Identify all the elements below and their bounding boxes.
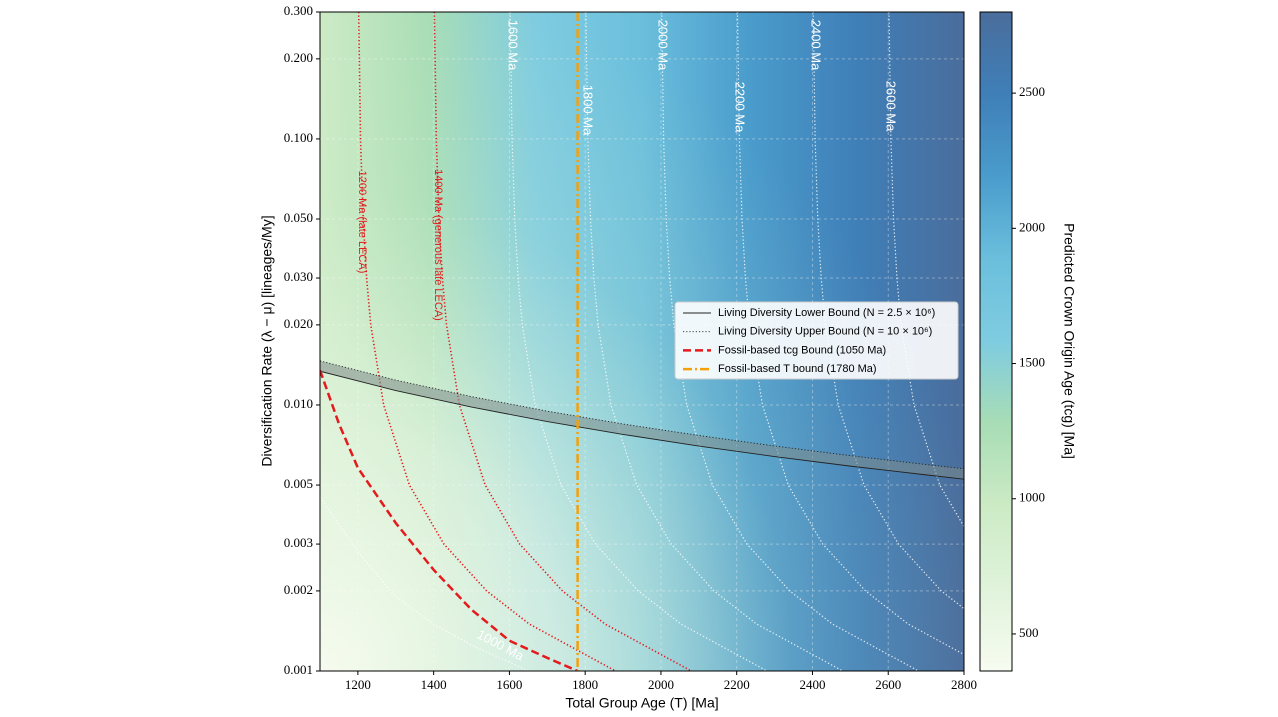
axes-frame bbox=[319, 11, 965, 672]
legend-box bbox=[674, 301, 959, 380]
y-tick-label: 0.005 bbox=[284, 476, 313, 491]
x-tick-label: 1800 bbox=[572, 677, 598, 692]
x-tick-label: 2800 bbox=[951, 677, 977, 692]
legend-label: Fossil-based tcg Bound (1050 Ma) bbox=[718, 344, 886, 356]
contour-label: 2400 Ma bbox=[809, 20, 824, 71]
contour-label: 2000 Ma bbox=[656, 20, 671, 71]
contour-label: 1200 Ma (late LECA) bbox=[356, 171, 368, 274]
y-tick-label: 0.010 bbox=[284, 396, 313, 411]
x-tick-label: 2200 bbox=[724, 677, 750, 692]
x-axis-label: Total Group Age (T) [Ma] bbox=[565, 695, 718, 711]
contour-label: 2600 Ma bbox=[884, 81, 899, 132]
y-tick-label: 0.003 bbox=[284, 535, 313, 550]
x-tick-label: 1200 bbox=[345, 677, 371, 692]
colorbar bbox=[979, 11, 1013, 672]
bound-band bbox=[320, 360, 964, 480]
y-tick-label: 0.001 bbox=[284, 662, 313, 677]
colorbar-tick-label: 2000 bbox=[1019, 219, 1045, 234]
contour-label: 1400 Ma (generous late LECA) bbox=[432, 169, 444, 321]
contour-label: 1800 Ma bbox=[581, 85, 596, 136]
colorbar-tick-label: 2500 bbox=[1019, 84, 1045, 99]
y-tick-label: 0.300 bbox=[284, 3, 313, 18]
x-tick-label: 1400 bbox=[421, 677, 447, 692]
y-tick-label: 0.002 bbox=[284, 582, 313, 597]
y-tick-label: 0.020 bbox=[284, 316, 313, 331]
colorbar-tick-label: 500 bbox=[1019, 625, 1039, 640]
bound-line bbox=[320, 369, 579, 671]
contour-label: 1600 Ma bbox=[506, 20, 521, 71]
y-tick-label: 0.050 bbox=[284, 210, 313, 225]
colorbar-tick-label: 1000 bbox=[1019, 490, 1045, 505]
contour-line bbox=[320, 496, 529, 671]
bound-line bbox=[320, 370, 964, 480]
legend-label: Living Diversity Lower Bound (N = 2.5 × … bbox=[718, 307, 935, 319]
colorbar-tick-label: 1500 bbox=[1019, 355, 1045, 370]
contour-label: 2200 Ma bbox=[733, 82, 748, 133]
x-tick-label: 2600 bbox=[875, 677, 901, 692]
legend-label: Fossil-based T bound (1780 Ma) bbox=[718, 363, 877, 375]
y-tick-label: 0.100 bbox=[284, 130, 313, 145]
x-tick-label: 2400 bbox=[799, 677, 825, 692]
y-tick-label: 0.030 bbox=[284, 269, 313, 284]
y-axis-label: Diversification Rate (λ − μ) [lineages/M… bbox=[259, 215, 275, 466]
x-tick-label: 1600 bbox=[496, 677, 522, 692]
x-tick-label: 2000 bbox=[648, 677, 674, 692]
legend-label: Living Diversity Upper Bound (N = 10 × 1… bbox=[718, 326, 932, 338]
colorbar-label: Predicted Crown Origin Age (tcg) [Ma] bbox=[1061, 223, 1077, 459]
legend: Living Diversity Lower Bound (N = 2.5 × … bbox=[674, 301, 959, 380]
y-tick-label: 0.200 bbox=[284, 50, 313, 65]
